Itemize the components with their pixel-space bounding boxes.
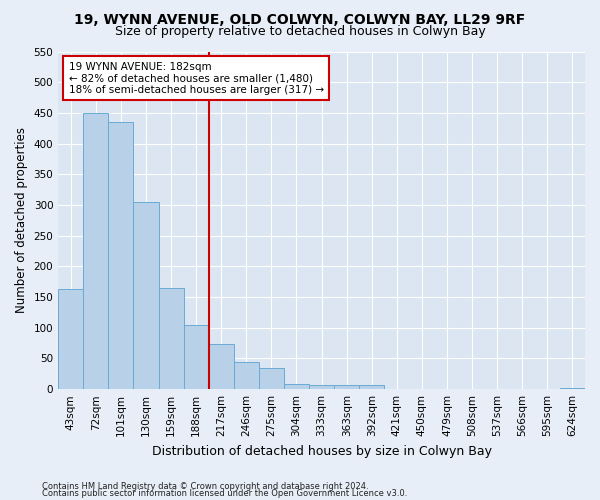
Bar xyxy=(309,385,334,389)
Bar xyxy=(109,122,133,389)
Bar xyxy=(560,388,585,389)
Text: 19, WYNN AVENUE, OLD COLWYN, COLWYN BAY, LL29 9RF: 19, WYNN AVENUE, OLD COLWYN, COLWYN BAY,… xyxy=(74,12,526,26)
Bar xyxy=(184,324,209,389)
Bar xyxy=(158,288,184,389)
Bar xyxy=(58,289,83,389)
Bar xyxy=(209,344,234,389)
X-axis label: Distribution of detached houses by size in Colwyn Bay: Distribution of detached houses by size … xyxy=(152,444,491,458)
Text: 19 WYNN AVENUE: 182sqm
← 82% of detached houses are smaller (1,480)
18% of semi-: 19 WYNN AVENUE: 182sqm ← 82% of detached… xyxy=(69,62,324,95)
Bar xyxy=(234,362,259,389)
Bar xyxy=(385,388,409,389)
Bar xyxy=(133,202,158,389)
Bar xyxy=(83,113,109,389)
Y-axis label: Number of detached properties: Number of detached properties xyxy=(15,128,28,314)
Text: Contains public sector information licensed under the Open Government Licence v3: Contains public sector information licen… xyxy=(42,490,407,498)
Bar xyxy=(259,368,284,389)
Bar xyxy=(334,385,359,389)
Text: Size of property relative to detached houses in Colwyn Bay: Size of property relative to detached ho… xyxy=(115,25,485,38)
Bar xyxy=(284,384,309,389)
Bar xyxy=(359,386,385,389)
Text: Contains HM Land Registry data © Crown copyright and database right 2024.: Contains HM Land Registry data © Crown c… xyxy=(42,482,368,491)
